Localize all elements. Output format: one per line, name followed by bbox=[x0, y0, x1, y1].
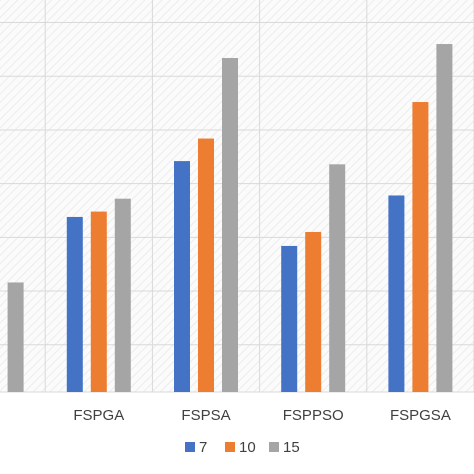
bar-fspga-series-7 bbox=[66, 216, 83, 392]
x-tick-label: FSPPSO bbox=[283, 407, 344, 424]
bar-fsppso-series-15 bbox=[329, 164, 346, 392]
legend-swatch-10 bbox=[225, 442, 235, 452]
legend-label-15: 15 bbox=[283, 439, 300, 456]
legend-swatch-15 bbox=[269, 442, 279, 452]
bars bbox=[7, 44, 453, 393]
bar-fspga-series-15 bbox=[114, 198, 131, 392]
bar-fspsa-series-10 bbox=[198, 138, 214, 392]
bar-fspga-series-10 bbox=[90, 211, 107, 392]
bar-p-series-15 bbox=[7, 282, 24, 392]
bar-fsppso-series-10 bbox=[305, 231, 322, 392]
x-tick-label: FSPGSA bbox=[390, 407, 451, 424]
legend-swatch-7 bbox=[185, 442, 195, 452]
legend-label-10: 10 bbox=[239, 439, 256, 456]
bar-fsppso-series-7 bbox=[281, 245, 298, 392]
x-tick-label: FSPSA bbox=[181, 407, 230, 424]
x-tick-label: FSPGA bbox=[73, 407, 124, 424]
bar-fspgsa-series-15 bbox=[436, 44, 453, 393]
bar-fspsa-series-7 bbox=[174, 161, 190, 392]
legend-label-7: 7 bbox=[199, 439, 207, 456]
bar-fspgsa-series-10 bbox=[412, 102, 429, 392]
category-labels: PFSPGAFSPSAFSPPSOFSPGSA bbox=[73, 407, 451, 424]
legend: 7 10 15 bbox=[185, 439, 300, 456]
bar-fspsa-series-15 bbox=[222, 57, 238, 393]
bar-fspgsa-series-7 bbox=[388, 195, 405, 392]
